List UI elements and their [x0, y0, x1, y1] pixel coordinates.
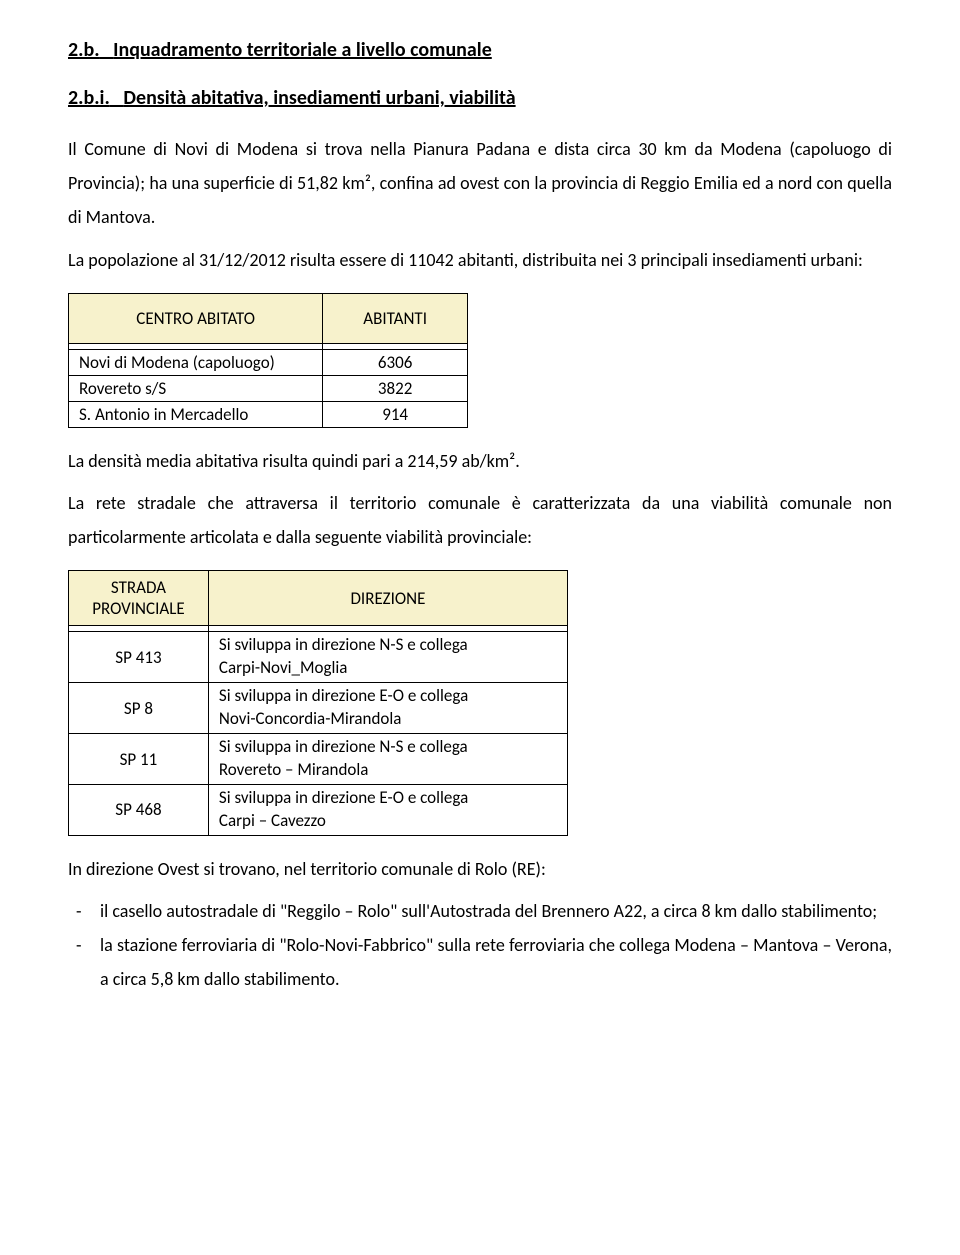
section-number: 2.b. [68, 38, 100, 62]
table-header-row: STRADA PROVINCIALE DIREZIONE [69, 571, 568, 626]
subsection-heading: 2.b.i. Densità abitativa, insediamenti u… [68, 86, 892, 110]
table-row: SP 8 Si sviluppa in direzione E-O e coll… [69, 683, 568, 734]
roads-table: STRADA PROVINCIALE DIREZIONE SP 413 Si s… [68, 570, 568, 836]
header-strada: STRADA PROVINCIALE [69, 571, 209, 626]
table-row: S. Antonio in Mercadello 914 [69, 401, 468, 427]
table-row: SP 413 Si sviluppa in direzione N-S e co… [69, 632, 568, 683]
cell-abitanti: 914 [323, 401, 468, 427]
roads-table-wrap: STRADA PROVINCIALE DIREZIONE SP 413 Si s… [68, 570, 892, 836]
paragraph-road-network: La rete stradale che attraversa il terri… [68, 486, 892, 554]
paragraph-intro: Il Comune di Novi di Modena si trova nel… [68, 132, 892, 235]
subsection-number: 2.b.i. [68, 86, 110, 110]
cell-strada: SP 8 [69, 683, 209, 734]
cell-direzione: Si sviluppa in direzione E-O e collega N… [208, 683, 567, 734]
header-direzione: DIREZIONE [208, 571, 567, 626]
table-row: SP 11 Si sviluppa in direzione N-S e col… [69, 734, 568, 785]
list-item: la stazione ferroviaria di "Rolo-Novi-Fa… [68, 928, 892, 996]
direzione-line2: Novi-Concordia-Mirandola [219, 708, 402, 729]
cell-strada: SP 11 [69, 734, 209, 785]
direzione-line2: Carpi-Novi_Moglia [219, 657, 348, 678]
document-page: 2.b. Inquadramento territoriale a livell… [0, 0, 960, 1045]
subsection-title: Densità abitativa, insediamenti urbani, … [123, 86, 515, 110]
direzione-line1: Si sviluppa in direzione N-S e collega [219, 634, 468, 655]
direzione-line2: Rovereto – Mirandola [219, 759, 369, 780]
direzione-line2: Carpi – Cavezzo [219, 810, 326, 831]
habitants-table: CENTRO ABITATO ABITANTI Novi di Modena (… [68, 293, 468, 428]
cell-centro: S. Antonio in Mercadello [69, 401, 323, 427]
cell-direzione: Si sviluppa in direzione E-O e collega C… [208, 784, 567, 835]
cell-strada: SP 468 [69, 784, 209, 835]
header-abitanti: ABITANTI [323, 293, 468, 343]
table-header-row: CENTRO ABITATO ABITANTI [69, 293, 468, 343]
header-centro-abitato: CENTRO ABITATO [69, 293, 323, 343]
cell-direzione: Si sviluppa in direzione N-S e collega R… [208, 734, 567, 785]
habitants-table-wrap: CENTRO ABITATO ABITANTI Novi di Modena (… [68, 293, 892, 428]
direzione-line1: Si sviluppa in direzione N-S e collega [219, 736, 468, 757]
cell-direzione: Si sviluppa in direzione N-S e collega C… [208, 632, 567, 683]
cell-centro: Rovereto s/S [69, 375, 323, 401]
table-row: Rovereto s/S 3822 [69, 375, 468, 401]
paragraph-west-direction: In direzione Ovest si trovano, nel terri… [68, 852, 892, 886]
section-heading: 2.b. Inquadramento territoriale a livell… [68, 38, 892, 62]
table-row: SP 468 Si sviluppa in direzione E-O e co… [69, 784, 568, 835]
section-title: Inquadramento territoriale a livello com… [113, 38, 492, 62]
bullet-list: il casello autostradale di "Reggilo – Ro… [68, 894, 892, 997]
paragraph-population: La popolazione al 31/12/2012 risulta ess… [68, 243, 892, 277]
list-item: il casello autostradale di "Reggilo – Ro… [68, 894, 892, 928]
cell-strada: SP 413 [69, 632, 209, 683]
direzione-line1: Si sviluppa in direzione E-O e collega [219, 685, 468, 706]
table-row: Novi di Modena (capoluogo) 6306 [69, 349, 468, 375]
paragraph-density: La densità media abitativa risulta quind… [68, 444, 892, 478]
cell-centro: Novi di Modena (capoluogo) [69, 349, 323, 375]
cell-abitanti: 6306 [323, 349, 468, 375]
cell-abitanti: 3822 [323, 375, 468, 401]
direzione-line1: Si sviluppa in direzione E-O e collega [219, 787, 468, 808]
